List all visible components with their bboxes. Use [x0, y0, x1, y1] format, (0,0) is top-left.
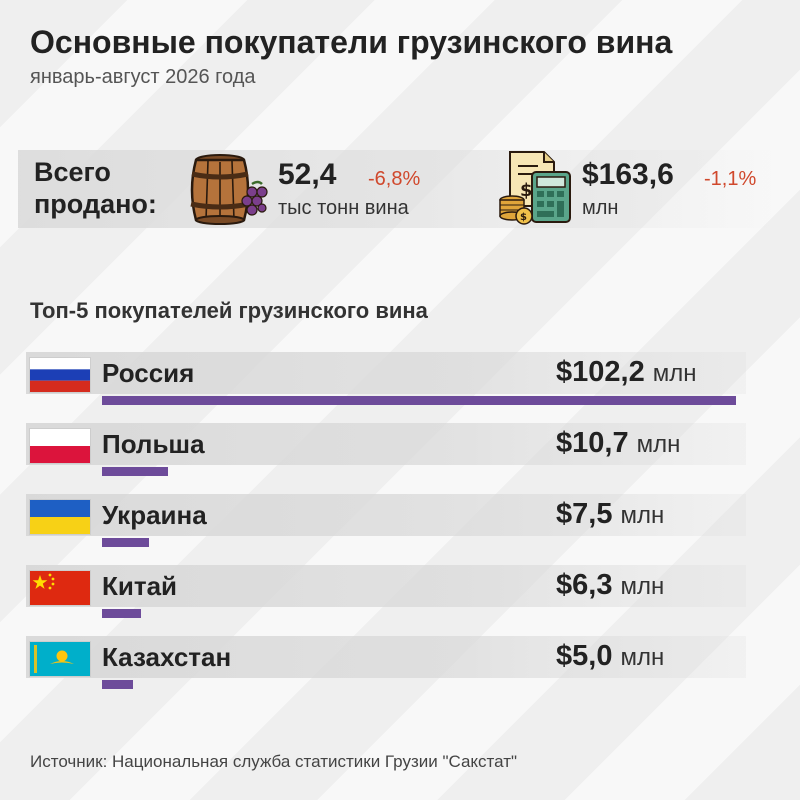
russia-flag-icon [30, 358, 90, 392]
poland-flag-icon [30, 429, 90, 463]
calculator-money-icon: $ $ [499, 151, 571, 225]
total-volume-unit: тыс тонн вина [278, 197, 409, 219]
source-note: Источник: Национальная служба статистики… [30, 752, 518, 771]
total-revenue-value: $163,6 [582, 158, 674, 191]
row-band [26, 423, 746, 465]
row-band [26, 494, 746, 536]
kazakhstan-flag-icon [30, 642, 90, 676]
value-label: $6,3 млн [556, 569, 665, 601]
total-volume-value: 52,4 [278, 158, 337, 191]
page-title: Основные покупатели грузинского вина [30, 24, 673, 60]
svg-text:$: $ [520, 180, 533, 201]
ukraine-flag-icon [30, 500, 90, 534]
row-band [26, 352, 746, 394]
total-sold-label: Всего продано: [34, 157, 157, 219]
value-label: $7,5 млн [556, 498, 665, 530]
page-subtitle: январь-август 2026 года [30, 66, 256, 88]
chart-row-russia: Россия $102,2 млн [22, 352, 782, 416]
country-label: Польша [102, 429, 205, 459]
chart-row-poland: Польша $10,7 млн [22, 423, 782, 487]
svg-text:$: $ [520, 212, 527, 223]
row-band [26, 636, 746, 678]
totals-band [18, 150, 778, 228]
country-label: Украина [102, 500, 207, 530]
total-revenue-change: -1,1% [704, 168, 757, 190]
chart-row-kazakhstan: Казахстан $5,0 млн [22, 636, 782, 700]
value-label: $10,7 млн [556, 427, 681, 459]
china-flag-icon [30, 571, 90, 605]
total-volume-change: -6,8% [368, 168, 421, 190]
country-label: Россия [102, 358, 195, 388]
country-label: Китай [102, 571, 178, 601]
wine-barrel-icon [190, 154, 268, 225]
country-label: Казахстан [102, 642, 232, 672]
bar-china [102, 609, 141, 618]
bar-ukraine [102, 538, 149, 547]
chart-row-china: Китай $6,3 млн [22, 565, 782, 629]
value-label: $5,0 млн [556, 640, 665, 672]
bar-poland [102, 467, 168, 476]
value-label: $102,2 млн [556, 356, 697, 388]
bar-kazakhstan [102, 680, 133, 689]
row-band [26, 565, 746, 607]
total-revenue-unit: млн [582, 197, 619, 219]
chart-row-ukraine: Украина $7,5 млн [22, 494, 782, 558]
bar-russia [102, 396, 736, 405]
chart-title: Топ-5 покупателей грузинского вина [30, 298, 428, 323]
